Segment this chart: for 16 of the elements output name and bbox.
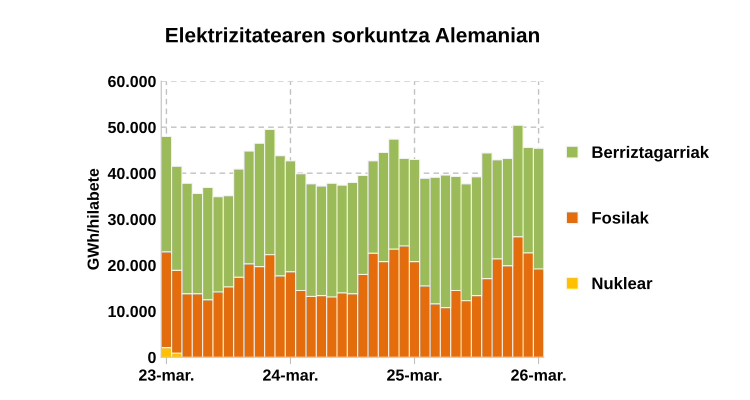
- chart-title: Elektrizitatearen sorkuntza Alemanian: [166, 27, 539, 43]
- legend-label: Nuklear: [592, 277, 652, 290]
- legend-label: Berriztagarriak: [592, 146, 710, 162]
- y-tick-label: 0: [148, 352, 156, 364]
- x-tick-label: 26-mar.: [511, 369, 566, 381]
- y-tick-label: 40.000: [108, 168, 156, 180]
- x-tick-label: 24-mar.: [263, 369, 318, 381]
- y-tick-label: 30.000: [108, 214, 156, 226]
- y-tick-label: 60.000: [108, 76, 156, 88]
- y-axis-title: GWh/hilabete: [87, 168, 99, 270]
- y-tick-label: 50.000: [108, 122, 156, 134]
- x-tick-label: 25-mar.: [387, 369, 442, 381]
- y-tick-label: 20.000: [108, 260, 156, 272]
- legend-label: Fosilak: [592, 211, 649, 224]
- y-tick-label: 10.000: [108, 306, 156, 318]
- x-tick-label: 23-mar.: [139, 369, 194, 381]
